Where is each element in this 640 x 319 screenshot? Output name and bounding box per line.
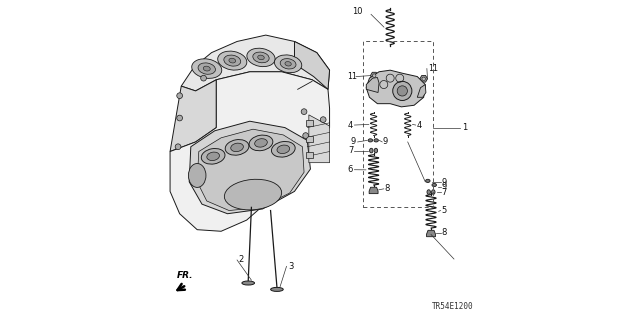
Ellipse shape	[192, 59, 222, 78]
Text: 8: 8	[385, 184, 390, 193]
Ellipse shape	[431, 190, 435, 194]
Polygon shape	[309, 115, 330, 163]
Circle shape	[201, 75, 207, 81]
Text: 10: 10	[353, 7, 363, 16]
Ellipse shape	[368, 139, 372, 142]
Ellipse shape	[426, 179, 430, 182]
Ellipse shape	[242, 281, 255, 285]
Polygon shape	[366, 70, 425, 107]
Text: 6: 6	[348, 165, 353, 174]
Text: 4: 4	[417, 121, 422, 130]
Ellipse shape	[198, 63, 216, 74]
Ellipse shape	[275, 55, 302, 73]
Text: 1: 1	[462, 123, 467, 132]
Text: 9: 9	[383, 137, 388, 146]
Polygon shape	[170, 80, 216, 152]
Ellipse shape	[280, 59, 296, 69]
Ellipse shape	[231, 143, 243, 152]
Ellipse shape	[258, 55, 264, 60]
Polygon shape	[420, 76, 428, 82]
Circle shape	[372, 74, 376, 77]
Ellipse shape	[253, 52, 269, 63]
Ellipse shape	[369, 148, 373, 153]
Ellipse shape	[207, 152, 220, 160]
Text: 4: 4	[348, 121, 353, 130]
Circle shape	[320, 117, 326, 122]
Ellipse shape	[204, 66, 210, 71]
Ellipse shape	[374, 148, 378, 153]
Circle shape	[393, 81, 412, 100]
Text: 9: 9	[441, 182, 447, 191]
Circle shape	[177, 115, 182, 121]
Text: FR.: FR.	[177, 271, 193, 280]
FancyBboxPatch shape	[306, 152, 313, 158]
Ellipse shape	[271, 287, 284, 292]
Text: 7: 7	[441, 188, 447, 197]
Ellipse shape	[225, 179, 282, 210]
Ellipse shape	[201, 148, 225, 164]
Text: TR54E1200: TR54E1200	[431, 302, 473, 311]
Ellipse shape	[188, 163, 206, 188]
Polygon shape	[426, 230, 435, 237]
Text: 9: 9	[351, 137, 356, 146]
Ellipse shape	[224, 55, 241, 66]
Polygon shape	[371, 72, 378, 79]
Circle shape	[397, 86, 408, 96]
Ellipse shape	[229, 58, 236, 63]
Text: 5: 5	[441, 206, 447, 215]
Ellipse shape	[427, 190, 431, 194]
Ellipse shape	[255, 139, 268, 147]
Ellipse shape	[285, 62, 291, 66]
Circle shape	[177, 93, 182, 99]
Text: 7: 7	[348, 146, 353, 155]
Polygon shape	[417, 85, 426, 97]
Text: 8: 8	[441, 228, 447, 237]
Text: 2: 2	[239, 256, 244, 264]
Polygon shape	[189, 121, 310, 214]
Polygon shape	[294, 41, 330, 89]
Polygon shape	[366, 78, 379, 93]
Polygon shape	[369, 187, 378, 194]
Circle shape	[301, 109, 307, 115]
Ellipse shape	[271, 141, 295, 157]
Text: 11: 11	[428, 64, 438, 73]
Ellipse shape	[247, 48, 275, 67]
Circle shape	[175, 144, 181, 150]
Ellipse shape	[374, 139, 378, 142]
Circle shape	[303, 133, 308, 138]
Ellipse shape	[218, 51, 247, 70]
Ellipse shape	[432, 183, 436, 187]
Ellipse shape	[277, 145, 290, 153]
Polygon shape	[170, 72, 330, 231]
FancyBboxPatch shape	[306, 136, 313, 142]
Polygon shape	[181, 35, 330, 91]
FancyBboxPatch shape	[306, 120, 313, 126]
Text: 9: 9	[441, 178, 447, 187]
Text: 3: 3	[288, 262, 294, 271]
Circle shape	[422, 77, 426, 80]
Text: 11: 11	[347, 72, 356, 81]
Polygon shape	[197, 129, 304, 211]
Ellipse shape	[249, 135, 273, 151]
Ellipse shape	[225, 139, 249, 155]
